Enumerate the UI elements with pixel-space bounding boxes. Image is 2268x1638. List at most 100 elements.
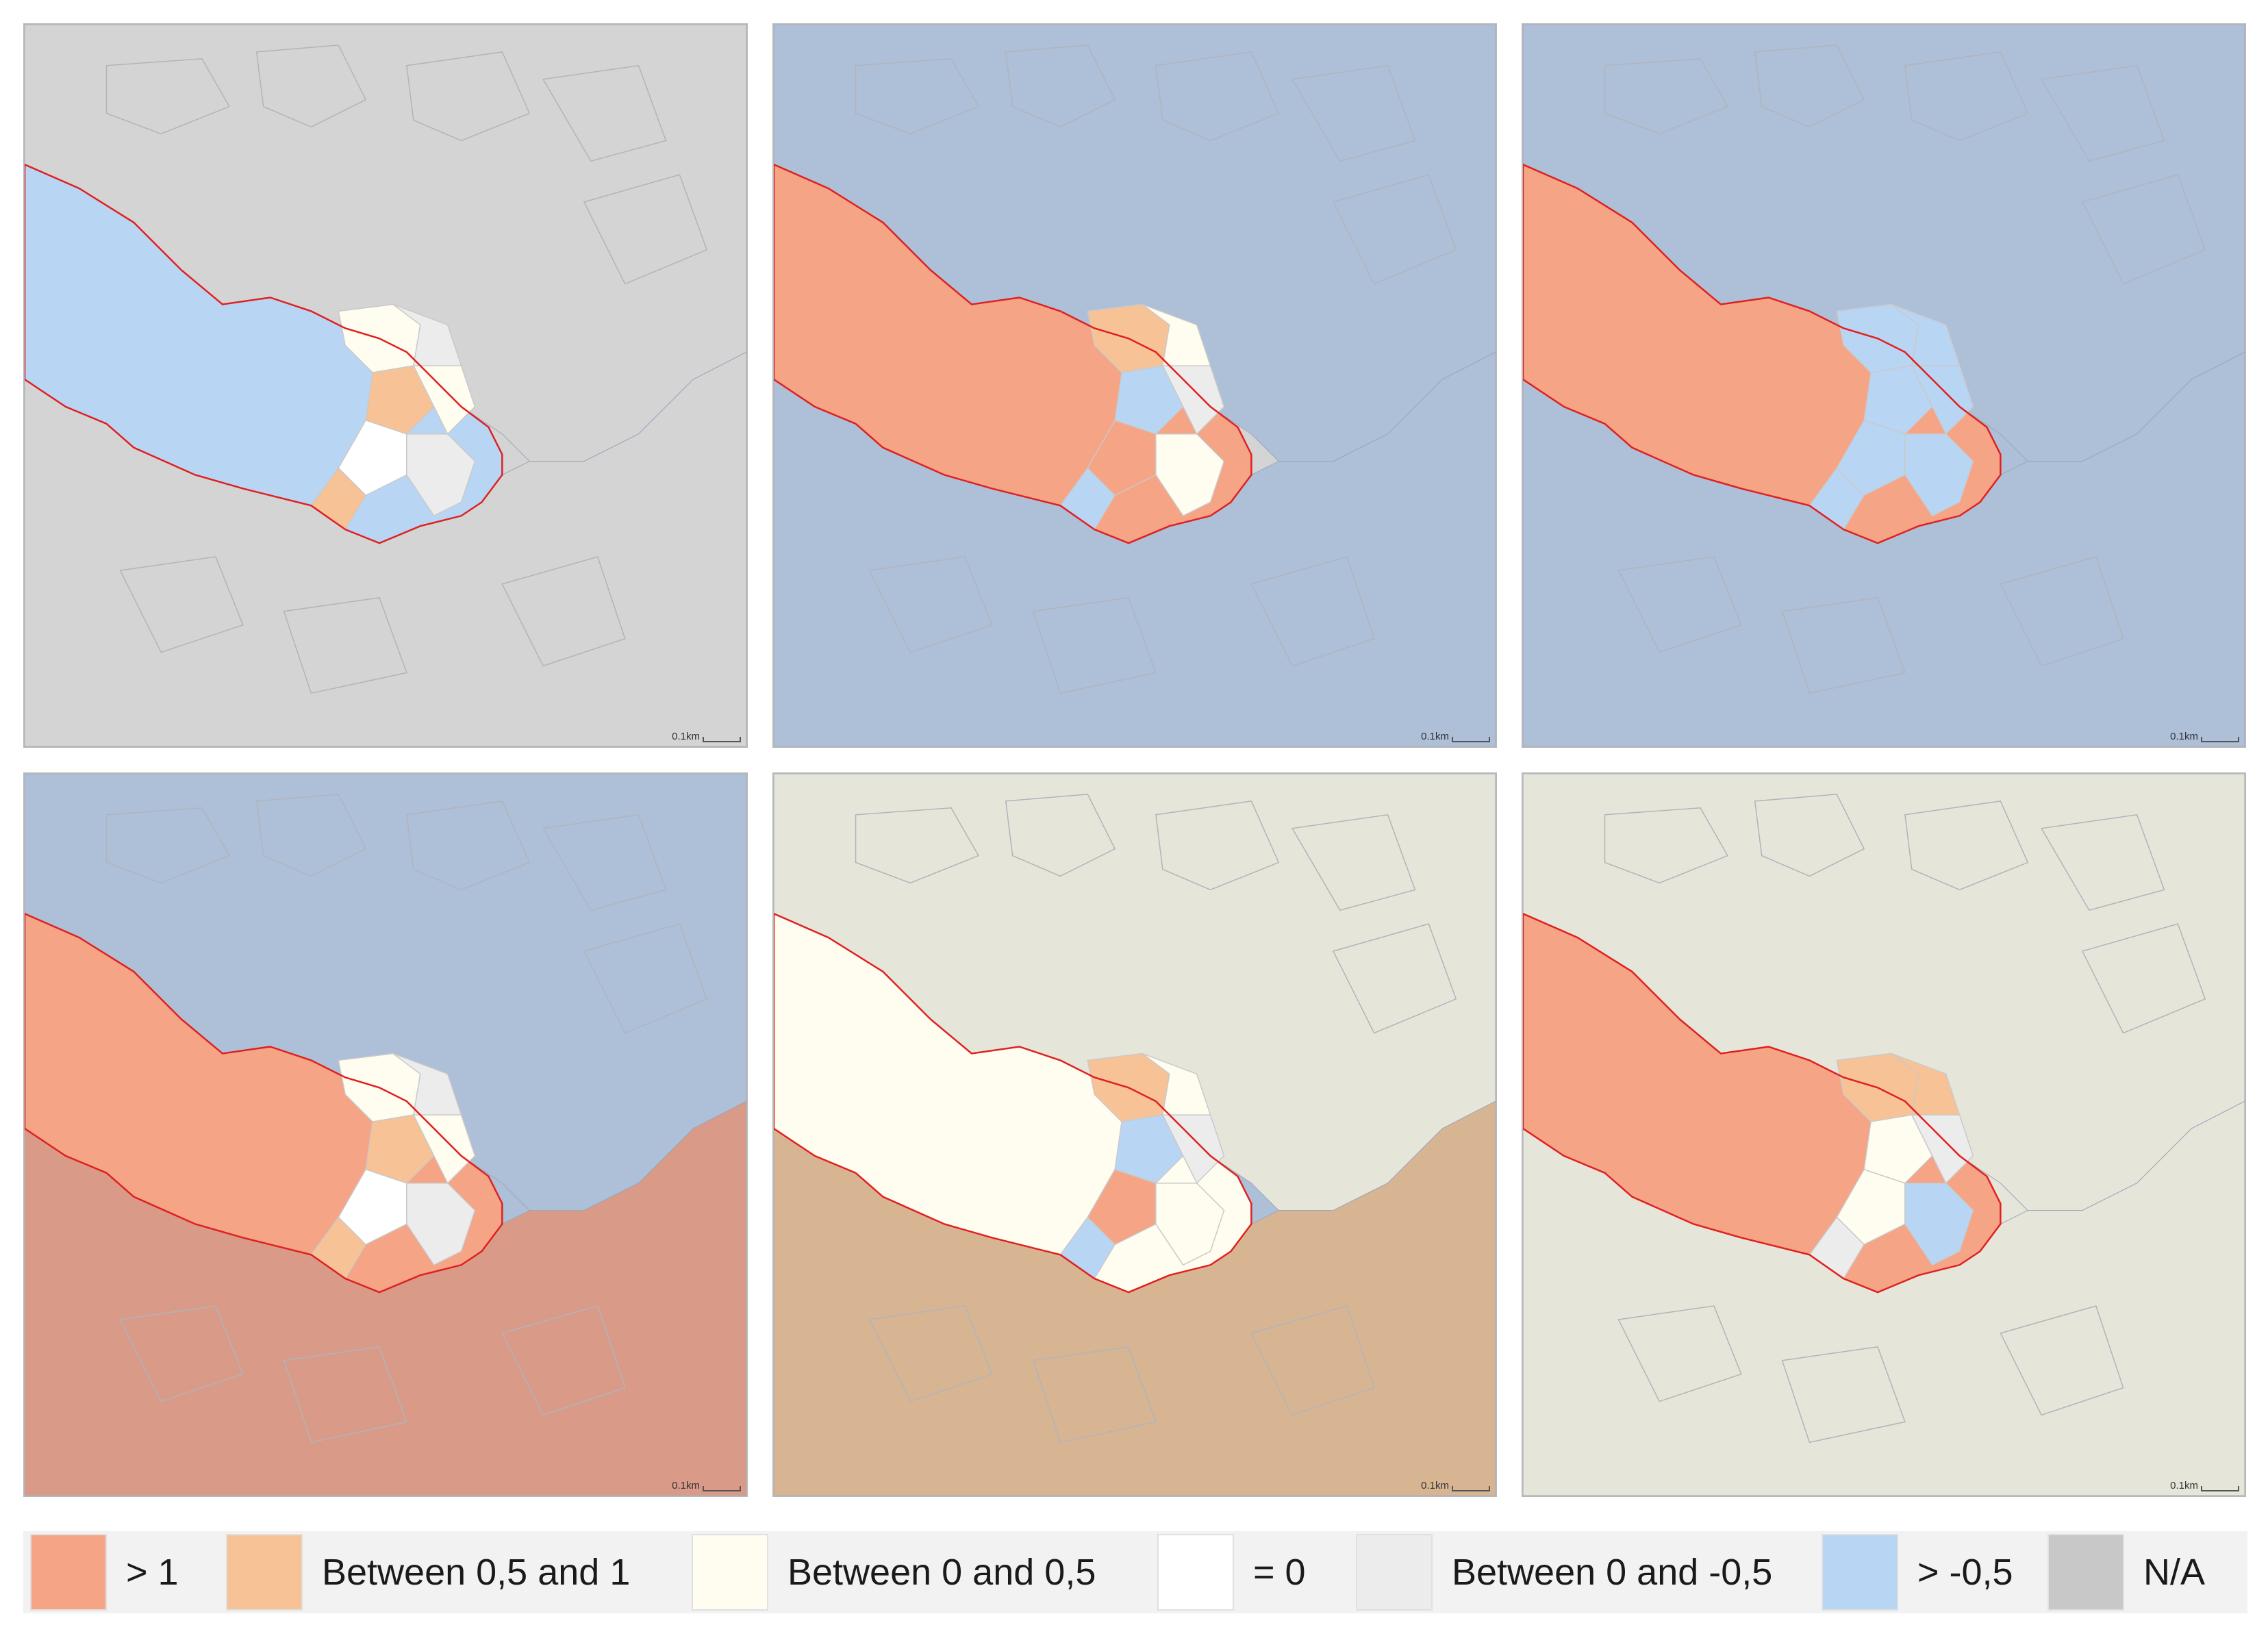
legend-item-eq0: = 0	[1157, 1531, 1306, 1613]
bay-district	[1114, 365, 1184, 435]
legend-item-0-neg0.5: Between 0 and -0,5	[1356, 1531, 1772, 1613]
parcel-outline	[1155, 801, 1280, 891]
bay-district	[1904, 1182, 1974, 1266]
study-boundary	[774, 163, 1252, 544]
legend-label: > 1	[126, 1552, 179, 1593]
parcel-outline	[1754, 794, 1865, 877]
parcel-outline	[1291, 814, 1416, 911]
parcel-outline	[501, 1305, 626, 1416]
parcel-outline	[1604, 58, 1728, 135]
scale-label: 0.1km	[672, 731, 700, 742]
parcel-outline	[542, 64, 667, 162]
legend-item-na: N/A	[2048, 1531, 2205, 1613]
legend: > 1 Between 0,5 and 1 Between 0 and 0,5 …	[23, 1531, 2247, 1613]
scale-bar: 0.1km	[2170, 731, 2239, 742]
parcel-outline	[105, 807, 230, 884]
parcel-outline	[2081, 174, 2206, 285]
bay-district	[1911, 1114, 1974, 1184]
study-boundary	[25, 912, 503, 1294]
parcel-outline	[119, 1305, 244, 1402]
legend-swatch	[30, 1534, 107, 1611]
bay-district	[406, 433, 476, 517]
bay-district	[1836, 419, 1906, 496]
parcel-outline	[406, 51, 531, 142]
parcel-outline	[1604, 807, 1728, 884]
parcel-outline	[1904, 801, 2029, 891]
legend-label: > -0,5	[1917, 1552, 2013, 1593]
study-boundary	[25, 163, 503, 544]
parcel-outline	[542, 814, 667, 911]
bay-district	[1911, 365, 1974, 435]
parcel-outline	[283, 596, 407, 694]
parcel-outline	[855, 807, 979, 884]
bay-district	[1904, 433, 1974, 517]
legend-item-0-0.5: Between 0 and 0,5	[692, 1531, 1096, 1613]
bay-district	[412, 1114, 476, 1184]
bay-district	[1155, 433, 1225, 517]
study-boundary	[1523, 163, 2002, 544]
parcel-outline	[1155, 51, 1280, 142]
parcel-outline	[1904, 51, 2029, 142]
legend-label: Between 0 and 0,5	[788, 1552, 1096, 1593]
bay-district	[338, 1168, 407, 1246]
legend-swatch	[1356, 1534, 1433, 1611]
legend-item-gt-neg0.5: > -0,5	[1822, 1531, 2013, 1613]
map-2-canvas	[774, 25, 1496, 746]
map-panel-1: 0.1km	[23, 23, 748, 748]
study-boundary	[774, 912, 1252, 1294]
parcel-outline	[1250, 556, 1375, 667]
parcel-outline	[1032, 1346, 1157, 1444]
map-1-canvas	[25, 25, 746, 746]
parcel-outline	[868, 556, 993, 653]
legend-label: = 0	[1253, 1552, 1306, 1593]
parcel-outline	[2000, 1305, 2124, 1416]
map-panel-4: 0.1km	[23, 772, 748, 1497]
bay-district	[365, 1114, 435, 1184]
legend-label: N/A	[2143, 1552, 2206, 1593]
scale-bar: 0.1km	[672, 1480, 741, 1491]
scale-label: 0.1km	[1421, 1480, 1449, 1491]
parcel-outline	[1291, 64, 1416, 162]
bay-district	[1087, 1168, 1157, 1246]
study-boundary	[1523, 912, 2002, 1294]
parcel-outline	[1781, 596, 1906, 694]
parcel-outline	[2000, 556, 2124, 667]
bay-district	[1155, 1182, 1225, 1266]
scale-label: 0.1km	[2170, 731, 2198, 742]
parcel-outline	[105, 58, 230, 135]
parcel-outline	[119, 556, 244, 653]
parcel-outline	[255, 794, 367, 877]
parcel-outline	[501, 556, 626, 667]
scale-label: 0.1km	[672, 1480, 700, 1491]
parcel-outline	[1005, 794, 1116, 877]
parcel-outline	[2040, 64, 2165, 162]
legend-label: Between 0 and -0,5	[1452, 1552, 1773, 1593]
map-4-canvas	[25, 774, 746, 1496]
bay-district	[1863, 365, 1933, 435]
parcel-outline	[1032, 596, 1157, 694]
parcel-outline	[855, 58, 979, 135]
bay-district	[365, 365, 435, 435]
parcel-outline	[1781, 1346, 1906, 1444]
bay-district	[1161, 1114, 1225, 1184]
legend-swatch	[1157, 1534, 1234, 1611]
map-panel-6: 0.1km	[1522, 772, 2246, 1497]
parcel-outline	[1617, 1305, 1742, 1402]
legend-swatch	[226, 1534, 303, 1611]
map-5-canvas	[774, 774, 1496, 1496]
scale-bar: 0.1km	[1421, 731, 1490, 742]
parcel-outline	[1332, 174, 1457, 285]
bay-district	[1087, 419, 1157, 496]
bay-district	[406, 1182, 476, 1266]
parcel-outline	[283, 1346, 407, 1444]
map-panel-3: 0.1km	[1522, 23, 2246, 748]
scale-bar: 0.1km	[672, 731, 741, 742]
parcel-outline	[1754, 45, 1865, 128]
parcel-outline	[583, 174, 708, 285]
parcel-outline	[406, 801, 531, 891]
scale-bar: 0.1km	[1421, 1480, 1490, 1491]
bay-district	[1161, 365, 1225, 435]
bay-district	[1863, 1114, 1933, 1184]
parcel-outline	[1005, 45, 1116, 128]
scale-bar: 0.1km	[2170, 1480, 2239, 1491]
